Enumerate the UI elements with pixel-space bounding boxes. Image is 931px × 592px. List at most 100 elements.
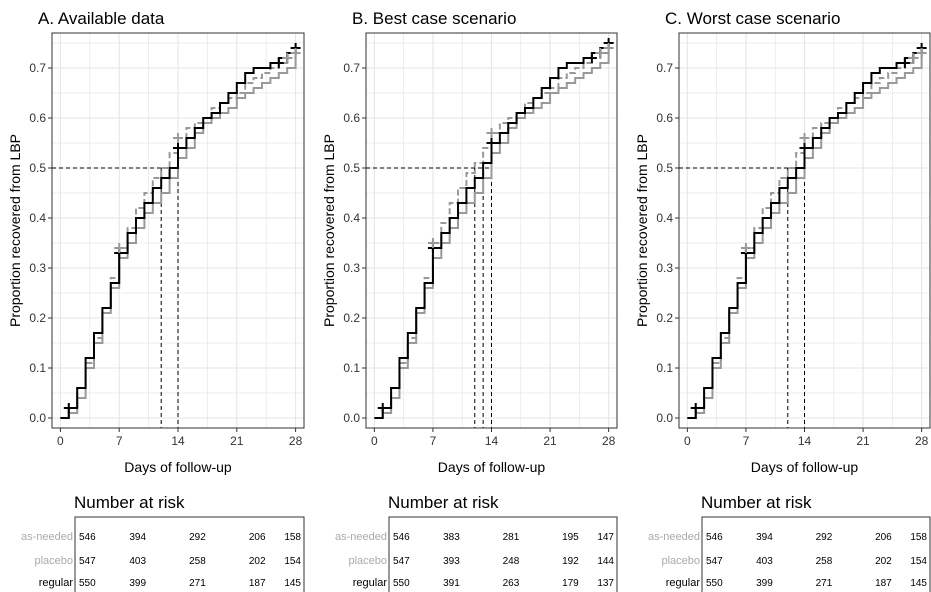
y-tick-label: 0.7 bbox=[29, 61, 46, 75]
y-tick-label: 0.4 bbox=[29, 211, 46, 225]
risk-table-box bbox=[388, 516, 618, 592]
risk-row-label-placebo: placebo bbox=[661, 555, 700, 567]
risk-table-title: Number at risk bbox=[74, 493, 185, 512]
risk-cell: 202 bbox=[875, 556, 892, 567]
risk-cell: 258 bbox=[189, 556, 206, 567]
risk-cell: 547 bbox=[79, 556, 96, 567]
risk-cell: 399 bbox=[756, 578, 773, 589]
risk-row-label-regular: regular bbox=[666, 577, 701, 589]
y-tick-label: 0.4 bbox=[343, 211, 360, 225]
y-tick-label: 0.0 bbox=[656, 411, 673, 425]
censor-mark bbox=[690, 403, 701, 413]
risk-cell: 187 bbox=[249, 578, 266, 589]
risk-cell: 547 bbox=[393, 556, 410, 567]
risk-cell: 248 bbox=[503, 556, 520, 567]
censor-mark bbox=[603, 43, 614, 53]
chart-panel-0: A. Available data 0 7 14 21 28 0.0 0.1 0.2 0.3 0.4… bbox=[7, 9, 305, 592]
risk-cell: 147 bbox=[597, 532, 614, 543]
censor-mark bbox=[486, 138, 497, 148]
risk-cell: 145 bbox=[910, 578, 927, 589]
x-tick-label: 0 bbox=[57, 434, 64, 448]
y-tick-label: 0.6 bbox=[29, 111, 46, 125]
x-tick-label: 0 bbox=[684, 434, 691, 448]
risk-row-label-as-needed: as-needed bbox=[335, 531, 387, 543]
y-tick-label: 0.4 bbox=[656, 211, 673, 225]
risk-cell: 192 bbox=[562, 556, 579, 567]
y-tick-label: 0.5 bbox=[656, 161, 673, 175]
y-tick-label: 0.3 bbox=[29, 261, 46, 275]
x-axis-label: Days of follow-up bbox=[751, 459, 859, 475]
y-tick-label: 0.6 bbox=[343, 111, 360, 125]
x-tick-label: 7 bbox=[743, 434, 750, 448]
y-axis-label: Proportion recovered from LBP bbox=[7, 134, 23, 327]
risk-cell: 137 bbox=[597, 578, 614, 589]
censor-mark bbox=[173, 133, 183, 143]
y-tick-label: 0.5 bbox=[29, 161, 46, 175]
risk-cell: 546 bbox=[393, 532, 410, 543]
km-curve-regular bbox=[687, 48, 923, 419]
censor-mark bbox=[486, 128, 497, 138]
risk-row-label-placebo: placebo bbox=[34, 555, 73, 567]
risk-row-label-regular: regular bbox=[39, 577, 74, 589]
risk-cell: 403 bbox=[129, 556, 146, 567]
x-tick-label: 21 bbox=[856, 434, 870, 448]
censor-mark bbox=[586, 53, 597, 63]
y-tick-label: 0.3 bbox=[343, 261, 360, 275]
censor-mark bbox=[740, 243, 751, 253]
risk-cell: 195 bbox=[562, 532, 579, 543]
y-tick-label: 0.7 bbox=[343, 61, 360, 75]
x-tick-label: 7 bbox=[116, 434, 123, 448]
x-tick-label: 0 bbox=[371, 434, 378, 448]
risk-cell: 550 bbox=[79, 578, 96, 589]
risk-cell: 399 bbox=[129, 578, 146, 589]
censor-mark bbox=[595, 48, 606, 58]
km-curve-regular bbox=[60, 48, 297, 419]
x-tick-label: 14 bbox=[485, 434, 499, 448]
censor-mark bbox=[114, 243, 125, 253]
risk-cell: 258 bbox=[816, 556, 833, 567]
y-tick-label: 0.0 bbox=[343, 411, 360, 425]
y-tick-label: 0.5 bbox=[343, 161, 360, 175]
risk-cell: 281 bbox=[503, 532, 520, 543]
risk-cell: 383 bbox=[443, 532, 460, 543]
risk-row-label-regular: regular bbox=[353, 577, 388, 589]
risk-cell: 546 bbox=[706, 532, 723, 543]
y-tick-label: 0.2 bbox=[29, 311, 46, 325]
risk-cell: 179 bbox=[562, 578, 579, 589]
x-tick-label: 28 bbox=[915, 434, 929, 448]
risk-cell: 158 bbox=[910, 532, 927, 543]
y-tick-label: 0.1 bbox=[343, 361, 360, 375]
risk-cell: 206 bbox=[249, 532, 266, 543]
x-tick-label: 28 bbox=[602, 434, 616, 448]
x-tick-label: 7 bbox=[430, 434, 437, 448]
x-tick-label: 21 bbox=[230, 434, 244, 448]
risk-row-label-as-needed: as-needed bbox=[648, 531, 700, 543]
risk-cell: 394 bbox=[756, 532, 773, 543]
censor-mark bbox=[427, 238, 438, 248]
risk-table-box bbox=[74, 516, 305, 592]
risk-cell: 547 bbox=[706, 556, 723, 567]
x-axis-label: Days of follow-up bbox=[124, 459, 232, 475]
risk-cell: 158 bbox=[284, 532, 301, 543]
y-tick-label: 0.1 bbox=[656, 361, 673, 375]
y-tick-label: 0.6 bbox=[656, 111, 673, 125]
risk-table-title: Number at risk bbox=[388, 493, 499, 512]
risk-cell: 187 bbox=[875, 578, 892, 589]
risk-cell: 144 bbox=[597, 556, 614, 567]
y-tick-label: 0.1 bbox=[29, 361, 46, 375]
y-tick-label: 0.2 bbox=[343, 311, 360, 325]
censor-mark bbox=[799, 143, 810, 153]
x-tick-label: 14 bbox=[798, 434, 812, 448]
risk-cell: 550 bbox=[706, 578, 723, 589]
x-tick-label: 14 bbox=[171, 434, 185, 448]
risk-cell: 403 bbox=[756, 556, 773, 567]
risk-cell: 154 bbox=[284, 556, 301, 567]
censor-mark bbox=[377, 403, 388, 413]
chart-panel-1: B. Best case scenario 0 7 14 21 28 0.0 0.1 0.2 0.… bbox=[321, 9, 618, 592]
risk-cell: 550 bbox=[393, 578, 410, 589]
panel-title: C. Worst case scenario bbox=[665, 9, 840, 28]
chart-panel-2: C. Worst case scenario 0 7 14 21 28 0.0 0.1 0.2 0… bbox=[634, 9, 931, 592]
censor-mark bbox=[290, 48, 301, 58]
risk-cell: 394 bbox=[129, 532, 146, 543]
censor-mark bbox=[908, 53, 919, 63]
